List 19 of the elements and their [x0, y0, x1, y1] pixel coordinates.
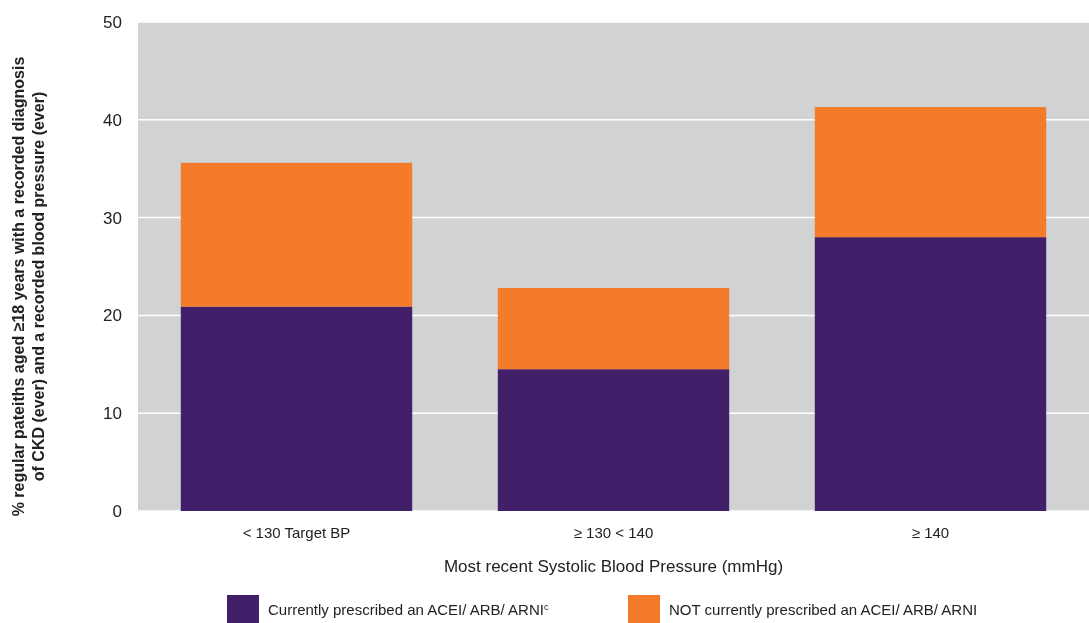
bar [497, 288, 730, 370]
y-tick-label: 30 [103, 208, 122, 228]
x-tick-label: ≥ 140 [911, 524, 950, 541]
x-tick-label: < 130 Target BP [242, 524, 351, 541]
bar [180, 162, 413, 307]
y-tick-label: 40 [103, 110, 122, 130]
legend-label: Currently prescribed an ACEI/ ARB/ ARNI$^{c}$ [268, 601, 549, 618]
bar [497, 369, 730, 511]
bar [814, 107, 1047, 238]
x-axis-title: Most recent Systolic Blood Pressure (mmHg) [443, 557, 784, 576]
y-axis-title: % regular pateiths aged ≥18 years with a recorded diagnosis of CKD (ever) and a recorded blood pressure (ever) [10, 56, 47, 517]
y-tick-label: 10 [103, 404, 122, 424]
x-tick-label: ≥ 130 < 140 [573, 524, 654, 541]
y-tick-label: 0 [112, 501, 122, 521]
legend-label: NOT currently prescribed an ACEI/ ARB/ ARNI [669, 601, 978, 618]
y-tick-label: 20 [103, 306, 122, 326]
y-tick-label: 50 [103, 12, 122, 32]
bar [814, 237, 1047, 511]
bar [180, 306, 413, 511]
